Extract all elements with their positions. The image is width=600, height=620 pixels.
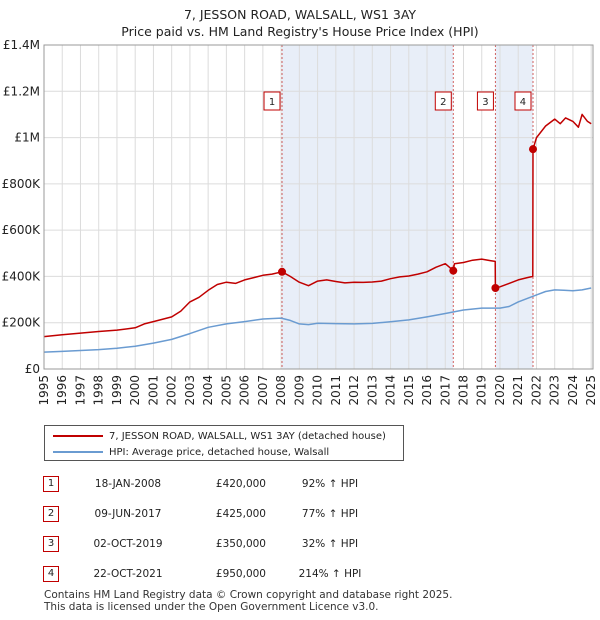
x-tick-label: 2002 <box>165 375 179 406</box>
x-tick-label: 2018 <box>457 375 471 406</box>
sale-marker-label: 2 <box>440 97 446 108</box>
x-tick-label: 1995 <box>37 375 51 406</box>
transaction-hpi-change: 214% ↑ HPI <box>298 568 362 580</box>
sale-marker-box <box>434 91 452 111</box>
transaction-date: 18-JAN-2008 <box>94 478 162 490</box>
sale-marker-label: 4 <box>520 97 526 108</box>
legend-property-swatch <box>53 435 103 437</box>
legend-item-hpi: HPI: Average price, detached house, Wals… <box>53 445 329 459</box>
x-tick-label: 2004 <box>201 375 215 406</box>
y-tick-label: £200K <box>2 316 42 330</box>
footer-line-2: This data is licensed under the Open Gov… <box>44 601 379 613</box>
x-tick-label: 2001 <box>146 375 160 406</box>
title-line-1: 7, JESSON ROAD, WALSALL, WS1 3AY <box>183 7 417 22</box>
x-tick-label: 2019 <box>475 375 489 406</box>
transaction-hpi-change: 92% ↑ HPI <box>301 478 359 490</box>
x-tick-label: 2024 <box>566 375 580 406</box>
x-tick-label: 2015 <box>402 375 416 406</box>
x-tick-label: 2014 <box>384 375 398 406</box>
transaction-number-badge: 4 <box>43 566 59 582</box>
x-tick-label: 2011 <box>329 375 343 406</box>
shaded-period <box>282 45 454 369</box>
sale-marker-label: 1 <box>269 97 275 108</box>
sale-marker-badge: 2 <box>434 91 452 111</box>
x-tick-label: 2017 <box>438 375 452 406</box>
transaction-hpi-change: 77% ↑ HPI <box>301 508 359 520</box>
y-tick-label: £1M <box>14 131 40 145</box>
x-tick-label: 2020 <box>493 375 507 406</box>
table-row: 3 02-OCT-2019 £350,000 32% ↑ HPI <box>0 534 600 554</box>
legend-hpi-label: HPI: Average price, detached house, Wals… <box>109 446 330 458</box>
transaction-price: £425,000 <box>215 508 266 520</box>
legend-property-label: 7, JESSON ROAD, WALSALL, WS1 3AY (detach… <box>109 430 386 442</box>
sale-point <box>449 266 458 275</box>
x-tick-label: 2012 <box>347 375 361 406</box>
transaction-price: £420,000 <box>215 478 266 490</box>
sale-marker-box <box>476 91 494 111</box>
transaction-number-badge: 1 <box>43 476 59 492</box>
transaction-number-badge: 2 <box>43 506 59 522</box>
sale-marker-badge: 4 <box>514 91 532 111</box>
transaction-date: 09-JUN-2017 <box>94 508 162 520</box>
transaction-price: £350,000 <box>215 538 266 550</box>
transaction-date: 22-OCT-2021 <box>93 568 163 580</box>
x-tick-label: 2000 <box>128 375 142 406</box>
sale-marker-badge: 3 <box>476 91 494 111</box>
x-tick-label: 2007 <box>256 375 270 406</box>
title-line-2: Price paid vs. HM Land Registry's House … <box>121 24 479 39</box>
chart-title: 7, JESSON ROAD, WALSALL, WS1 3AY Price p… <box>0 6 600 40</box>
sale-point <box>528 145 537 154</box>
y-tick-label: £1.2M <box>3 84 40 98</box>
legend-item-property: 7, JESSON ROAD, WALSALL, WS1 3AY (detach… <box>53 429 386 443</box>
x-tick-label: 1997 <box>73 375 87 406</box>
x-tick-label: 2013 <box>365 375 379 406</box>
x-tick-label: 2010 <box>311 375 325 406</box>
x-tick-label: 2016 <box>420 375 434 406</box>
y-tick-label: £1.4M <box>3 38 40 52</box>
hpi-line <box>43 287 592 353</box>
x-tick-label: 2022 <box>529 375 543 406</box>
y-tick-label: £800K <box>2 177 42 191</box>
transaction-date: 02-OCT-2019 <box>93 538 163 550</box>
x-tick-label: 1996 <box>55 375 69 406</box>
x-tick-label: 2023 <box>548 375 562 406</box>
table-row: 2 09-JUN-2017 £425,000 77% ↑ HPI <box>0 504 600 524</box>
transaction-hpi-change: 32% ↑ HPI <box>301 538 359 550</box>
sale-marker-box <box>263 91 281 111</box>
plot-border <box>43 44 594 370</box>
price-chart: £0 £200K £400K £600K £800K £1M £1.2M £1.4M 1995 1… <box>2 38 599 406</box>
y-tick-label: £0 <box>25 362 40 376</box>
sale-point <box>278 267 287 276</box>
x-tick-label: 2021 <box>511 375 525 406</box>
legend: 7, JESSON ROAD, WALSALL, WS1 3AY (detach… <box>44 425 404 461</box>
table-row: 4 22-OCT-2021 £950,000 214% ↑ HPI <box>0 564 600 584</box>
sale-marker-box <box>514 91 532 111</box>
x-tick-label: 1998 <box>92 375 106 406</box>
x-tick-label: 2005 <box>219 375 233 406</box>
property-price-line <box>43 113 592 338</box>
footer-attribution: Contains HM Land Registry data © Crown c… <box>44 589 452 613</box>
transaction-number-badge: 3 <box>43 536 59 552</box>
y-tick-label: £600K <box>2 223 42 237</box>
sale-marker-badge: 1 <box>263 91 281 111</box>
sale-marker-label: 3 <box>482 97 488 108</box>
legend-hpi-swatch <box>53 451 103 453</box>
x-tick-label: 1999 <box>110 375 124 406</box>
transaction-price: £950,000 <box>215 568 266 580</box>
x-tick-label: 2003 <box>183 375 197 406</box>
table-row: 1 18-JAN-2008 £420,000 92% ↑ HPI <box>0 474 600 494</box>
x-tick-label: 2008 <box>274 375 288 406</box>
x-tick-label: 2006 <box>238 375 252 406</box>
footer-line-1: Contains HM Land Registry data © Crown c… <box>44 589 453 601</box>
x-tick-label: 2025 <box>584 375 598 406</box>
x-tick-label: 2009 <box>292 375 306 406</box>
sale-point <box>491 284 500 292</box>
y-tick-label: £400K <box>2 269 42 283</box>
